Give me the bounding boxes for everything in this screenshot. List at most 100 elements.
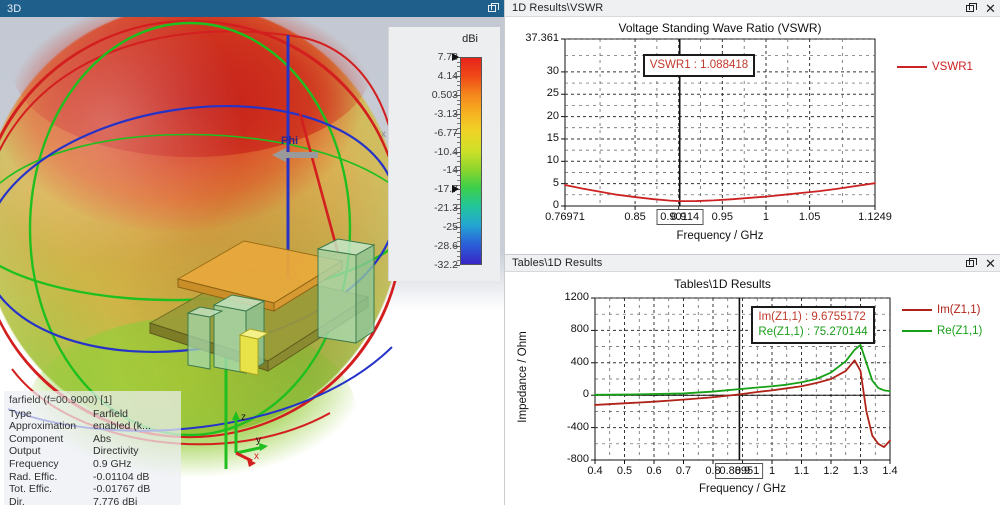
x-axis-tick-label: 1 xyxy=(768,465,776,477)
data-series-re-z1-1- xyxy=(594,344,891,396)
farfield-3d-viewport[interactable]: Phi x z y x xyxy=(0,17,504,505)
legend-minor-tick xyxy=(457,61,460,63)
farfield-info-row: Dir. 7.776 dBi xyxy=(9,496,177,505)
legend-minor-tick xyxy=(457,222,460,224)
color-scale-bar xyxy=(460,57,482,265)
legend-tick-label: -10.4 xyxy=(434,145,458,158)
tables-legend-swatch-im xyxy=(902,309,932,311)
close-icon[interactable]: ✕ xyxy=(985,255,996,271)
farfield-info-row: Type Farfield xyxy=(9,408,177,421)
restore-icon[interactable] xyxy=(966,2,978,14)
legend-minor-tick xyxy=(457,109,460,110)
legend-minor-tick xyxy=(457,217,460,219)
tables-cursor-value[interactable]: 0.88951 xyxy=(715,463,764,479)
vswr-cursor-value[interactable]: 0.90114 xyxy=(656,209,704,225)
farfield-info-key: Frequency xyxy=(9,457,59,470)
farfield-wireframe xyxy=(0,19,404,469)
farfield-scene: Phi x z y x xyxy=(0,17,504,505)
legend-tick-label: -25 xyxy=(442,221,458,234)
x-axis-tick-label: 1.3 xyxy=(852,465,869,477)
vswr-legend: VSWR1 xyxy=(897,61,973,73)
legend-minor-tick xyxy=(457,231,460,233)
farfield-info-value: Farfield xyxy=(93,407,129,420)
legend-tick-label: -14 xyxy=(442,164,458,177)
restore-icon[interactable] xyxy=(488,3,500,14)
panel-1d-results-vswr: 1D Results\VSWR ✕ Voltage Standing Wave … xyxy=(504,0,1000,254)
y-axis-tick-label: -800 xyxy=(566,453,589,465)
tables-readout-annotation: Im(Z1,1) : 9.6755172 Re(Z1,1) : 75.27014… xyxy=(751,306,875,344)
legend-tick-mark xyxy=(454,151,460,153)
legend-max-marker-icon[interactable] xyxy=(452,53,459,61)
phi-label: Phi xyxy=(281,135,299,147)
legend-minor-tick xyxy=(457,250,460,252)
legend-tick-label: -21.3 xyxy=(434,202,458,215)
x-axis-tick-label: 0.95 xyxy=(711,211,734,223)
x-axis-tick-label: 0.9 xyxy=(734,465,751,477)
data-series-im-z1-1- xyxy=(594,359,891,448)
farfield-info-row: Tot. Effic. -0.01767 dB xyxy=(9,483,177,496)
farfield-info-key: Rad. Effic. xyxy=(9,470,58,483)
panel-3d-titlebar: 3D xyxy=(0,0,504,17)
legend-minor-tick xyxy=(457,184,460,186)
legend-minor-tick xyxy=(457,194,460,196)
vswr-readout-text: VSWR1 : 1.088418 xyxy=(649,58,749,71)
legend-minor-tick xyxy=(457,71,460,73)
legend-tick-label: 7.78 xyxy=(437,51,458,63)
legend-minor-tick xyxy=(457,90,460,92)
tables-legend-im: Im(Z1,1) xyxy=(902,304,980,316)
legend-minor-tick xyxy=(457,137,460,139)
tables-legend-label-im: Im(Z1,1) xyxy=(937,304,981,316)
legend-cursor-marker-icon[interactable] xyxy=(452,185,459,194)
tables-plot-area[interactable]: Tables\1D Results Frequency / GHz Impeda… xyxy=(505,272,1000,505)
farfield-info-value: -0.01767 dB xyxy=(93,483,151,496)
tables-y-axis-label: Impedance / Ohm xyxy=(517,331,529,423)
legend-minor-tick xyxy=(457,85,460,87)
legend-tick-mark xyxy=(454,113,460,115)
y-axis-tick-label: 25 xyxy=(546,87,559,100)
legend-minor-tick xyxy=(457,118,460,120)
x-axis-tick-label: 1.1 xyxy=(793,465,810,477)
panel-vswr-titlebar: 1D Results\VSWR ✕ xyxy=(505,0,1000,17)
legend-minor-tick xyxy=(457,165,460,167)
legend-tick-mark xyxy=(454,246,460,248)
panel-3d-view: 3D xyxy=(0,0,504,505)
tables-legend-re: Re(Z1,1) xyxy=(902,325,982,337)
panel-tables-title: Tables\1D Results xyxy=(512,257,603,269)
x-axis-tick-label: 0.8 xyxy=(705,465,721,477)
farfield-info-row: Rad. Effic. -0.01104 dB xyxy=(9,471,177,484)
x-axis-tick-label: 1.05 xyxy=(798,211,821,223)
farfield-info-value: 0.9 GHz xyxy=(93,457,132,470)
vswr-legend-swatch xyxy=(897,66,927,68)
close-icon[interactable]: ✕ xyxy=(985,0,996,16)
farfield-info-key: Output xyxy=(9,445,41,458)
svg-text:y: y xyxy=(256,435,261,446)
legend-tick-mark xyxy=(454,208,460,210)
dbi-color-legend: dBi 7.78 4.14 0.503 -3.13 -6.77 -10.4 -14 -17.7… xyxy=(388,27,500,281)
legend-minor-tick xyxy=(457,80,460,82)
x-axis-tick-label: 1.1249 xyxy=(858,211,892,223)
legend-minor-tick xyxy=(457,123,460,125)
legend-minor-tick xyxy=(457,241,460,243)
tables-readout-im: Im(Z1,1) : 9.6755172 xyxy=(758,311,866,323)
legend-tick-mark xyxy=(454,170,460,172)
legend-minor-tick xyxy=(457,161,460,162)
farfield-info-value: Abs xyxy=(93,432,112,445)
legend-minor-tick xyxy=(457,146,460,148)
legend-tick-mark xyxy=(454,227,460,229)
vswr-x-axis-label: Frequency / GHz xyxy=(676,230,764,242)
farfield-info-row: Output Directivity xyxy=(9,445,177,458)
vswr-plot-area[interactable]: Voltage Standing Wave Ratio (VSWR) Frequ… xyxy=(505,17,1000,254)
legend-tick-mark xyxy=(454,265,460,266)
panel-tables-titlebar: Tables\1D Results ✕ xyxy=(505,255,1000,272)
y-axis-tick-label: 0 xyxy=(582,388,589,401)
legend-tick-label: -17.7 xyxy=(434,183,458,196)
x-axis-tick-label: 0.76971 xyxy=(545,211,585,223)
legend-tick-label: -3.13 xyxy=(434,107,458,120)
legend-minor-tick xyxy=(457,156,460,158)
x-axis-tick-label: 0.85 xyxy=(624,211,646,223)
legend-title: dBi xyxy=(462,33,478,45)
farfield-info-value: -0.01104 dB xyxy=(93,470,150,483)
y-axis-tick-label: 0 xyxy=(552,199,559,211)
svg-text:x: x xyxy=(254,451,259,462)
restore-icon[interactable] xyxy=(966,257,978,269)
